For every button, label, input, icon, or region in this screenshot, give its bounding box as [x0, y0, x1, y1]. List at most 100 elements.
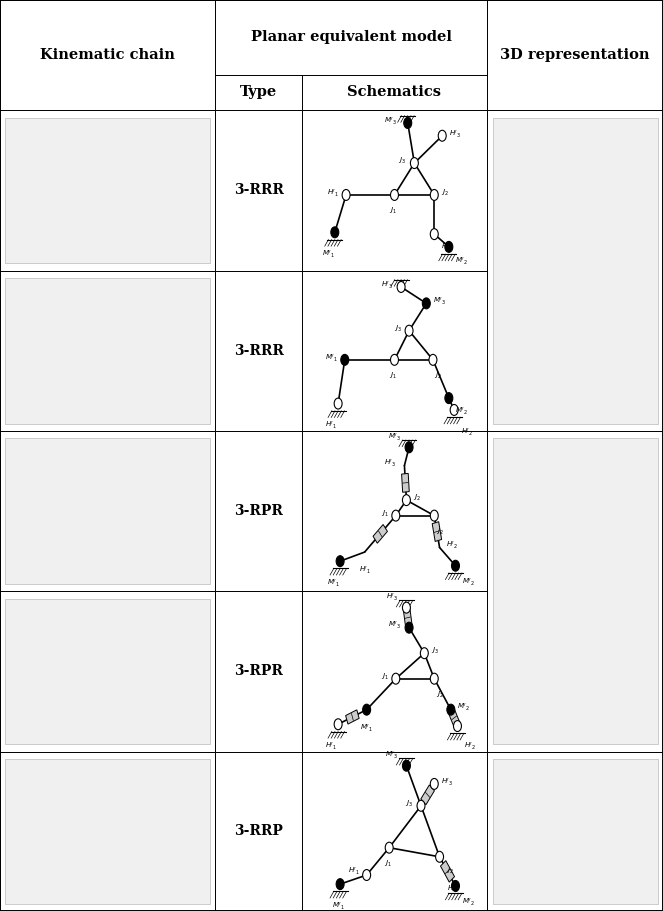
- Circle shape: [422, 298, 430, 309]
- Bar: [302, 591, 487, 752]
- Text: $J_1$: $J_1$: [384, 858, 392, 869]
- Text: $M'_3$: $M'_3$: [385, 750, 398, 762]
- Bar: [0, 110, 215, 271]
- Circle shape: [452, 880, 459, 891]
- Circle shape: [405, 622, 413, 633]
- Text: 3D representation: 3D representation: [501, 48, 650, 62]
- Circle shape: [453, 721, 461, 732]
- Text: $J_1$: $J_1$: [381, 671, 389, 682]
- Text: $M'_3$: $M'_3$: [388, 432, 401, 443]
- Circle shape: [334, 719, 342, 730]
- Text: $M'_1$: $M'_1$: [327, 578, 340, 589]
- Text: $H'_1$: $H'_1$: [326, 741, 337, 752]
- Text: 3-RPR: 3-RPR: [234, 664, 283, 679]
- Bar: [302, 431, 487, 591]
- Circle shape: [445, 393, 453, 404]
- Bar: [493, 438, 658, 744]
- Text: $H'_1$: $H'_1$: [326, 420, 337, 431]
- Circle shape: [397, 281, 405, 292]
- Circle shape: [392, 673, 400, 684]
- Circle shape: [385, 842, 393, 853]
- Bar: [0, 0, 215, 110]
- Bar: [0, 752, 215, 911]
- Circle shape: [436, 851, 444, 862]
- Bar: [487, 431, 663, 752]
- Text: Kinematic chain: Kinematic chain: [40, 48, 175, 62]
- Circle shape: [402, 495, 410, 506]
- Text: $H'_2$: $H'_2$: [464, 741, 476, 752]
- Circle shape: [336, 556, 344, 567]
- Text: $M'_2$: $M'_2$: [457, 702, 471, 713]
- Polygon shape: [448, 709, 460, 727]
- Text: Type: Type: [240, 86, 277, 99]
- Text: 3-RRP: 3-RRP: [234, 824, 283, 838]
- Text: $J_3$: $J_3$: [431, 646, 439, 657]
- Polygon shape: [345, 710, 359, 724]
- Bar: [5, 438, 210, 584]
- Bar: [0, 591, 215, 752]
- Text: $J_2$: $J_2$: [436, 527, 444, 537]
- Text: $H'_2$: $H'_2$: [461, 426, 473, 437]
- Text: $J_3$: $J_3$: [405, 799, 413, 809]
- Bar: [5, 118, 210, 263]
- Bar: [302, 75, 487, 110]
- Text: $J_3$: $J_3$: [394, 323, 402, 334]
- Bar: [5, 759, 210, 904]
- Circle shape: [405, 442, 413, 453]
- Text: $M'_3$: $M'_3$: [433, 296, 446, 307]
- Bar: [215, 110, 302, 271]
- Text: 3-RPR: 3-RPR: [234, 504, 283, 518]
- Circle shape: [334, 398, 342, 409]
- Circle shape: [402, 760, 410, 771]
- Text: $M'_2$: $M'_2$: [455, 256, 469, 267]
- Text: $H'_3$: $H'_3$: [386, 592, 398, 603]
- Bar: [302, 271, 487, 431]
- Text: $M'_2$: $M'_2$: [462, 896, 475, 908]
- Text: $J_1$: $J_1$: [389, 371, 397, 381]
- Text: $J_3$: $J_3$: [398, 156, 406, 167]
- Text: $H'_2$: $H'_2$: [447, 884, 459, 896]
- Text: $J_1$: $J_1$: [381, 508, 389, 519]
- Bar: [302, 110, 487, 271]
- Circle shape: [392, 510, 400, 521]
- Bar: [493, 118, 658, 424]
- Text: $H'_3$: $H'_3$: [449, 128, 461, 139]
- Circle shape: [445, 241, 453, 252]
- Bar: [0, 271, 215, 431]
- Bar: [0, 431, 215, 591]
- Circle shape: [417, 801, 425, 811]
- Text: $M'_2$: $M'_2$: [462, 577, 475, 588]
- Text: $J_2$: $J_2$: [434, 371, 442, 381]
- Bar: [215, 591, 302, 752]
- Bar: [215, 0, 487, 75]
- Text: 3-RRR: 3-RRR: [233, 183, 284, 198]
- Text: $H'_3$: $H'_3$: [381, 280, 393, 291]
- Circle shape: [405, 325, 413, 336]
- Circle shape: [430, 778, 438, 789]
- Polygon shape: [403, 609, 412, 627]
- Text: $H'_3$: $H'_3$: [441, 776, 453, 788]
- Circle shape: [429, 354, 437, 365]
- Circle shape: [430, 189, 438, 200]
- Text: $M'_3$: $M'_3$: [388, 620, 401, 631]
- Text: $H'_3$: $H'_3$: [384, 458, 396, 469]
- Text: $H'_2$: $H'_2$: [441, 241, 453, 252]
- Bar: [487, 752, 663, 911]
- Text: $M'_1$: $M'_1$: [360, 722, 373, 733]
- Text: $H'_1$: $H'_1$: [328, 188, 339, 199]
- Polygon shape: [402, 474, 409, 492]
- Text: $M'_3$: $M'_3$: [384, 116, 397, 127]
- Text: $H'_1$: $H'_1$: [359, 565, 371, 576]
- Circle shape: [402, 602, 410, 613]
- Bar: [5, 278, 210, 424]
- Bar: [5, 599, 210, 744]
- Text: Planar equivalent model: Planar equivalent model: [251, 30, 452, 45]
- Text: $M'_1$: $M'_1$: [332, 900, 345, 911]
- Text: $J_2$: $J_2$: [446, 865, 454, 876]
- Bar: [215, 431, 302, 591]
- Circle shape: [363, 869, 371, 880]
- Text: $J_1$: $J_1$: [389, 206, 397, 216]
- Circle shape: [450, 404, 458, 415]
- Circle shape: [404, 118, 412, 128]
- Bar: [487, 110, 663, 431]
